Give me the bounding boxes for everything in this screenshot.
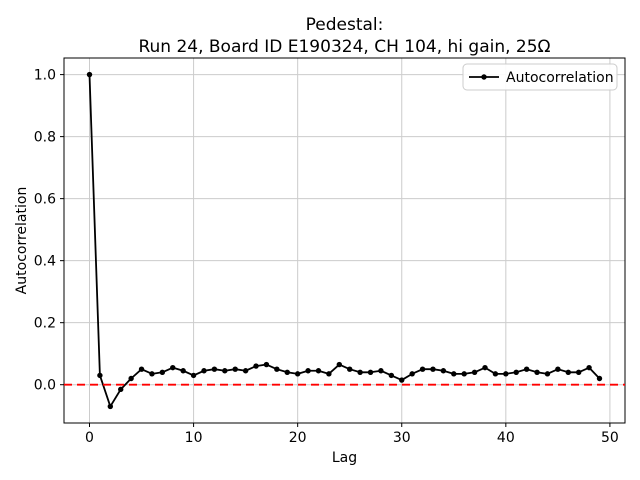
data-point [336,361,342,368]
legend-marker-sample [481,74,487,80]
data-point [596,375,603,382]
grid-lines [64,58,625,423]
plot-border [63,57,626,424]
data-point [575,369,582,375]
x-tick-label: 30 [393,430,411,446]
y-tick-label: 0.0 [34,378,56,394]
data-point [232,366,238,372]
data-point [586,364,592,371]
data-point [180,368,186,374]
y-tick-labels: 0.0 0.2 0.4 0.6 0.8 1.0 [34,68,56,394]
data-point [284,369,290,375]
y-tick-label: 1.0 [34,68,56,84]
data-point [107,403,114,410]
data-point [294,371,301,377]
y-tick-label: 0.6 [34,192,56,208]
data-point [399,377,405,383]
data-point [86,71,93,78]
data-point [513,369,519,375]
data-point [159,369,166,375]
data-point [419,366,426,372]
x-tick-label: 10 [185,430,203,446]
autocorrelation-series [86,71,603,410]
data-point [263,361,270,368]
autocorrelation-line [88,74,601,408]
data-point [274,366,280,372]
data-point [461,371,467,377]
x-tick-label: 20 [289,430,307,446]
y-tick-label: 0.2 [34,316,56,332]
y-tick-label: 0.8 [34,130,56,146]
x-tick-labels: 0 10 20 30 40 50 [85,430,619,446]
data-point [367,369,374,375]
data-point [555,366,561,372]
data-point [492,371,499,377]
y-tick-label: 0.4 [34,254,56,270]
data-point [118,386,124,393]
data-point [201,368,207,374]
data-point [222,368,228,374]
legend: Autocorrelation [462,63,618,91]
data-point [170,364,176,371]
data-point [503,371,509,377]
x-tick-label: 50 [601,430,619,446]
data-point [138,366,145,372]
x-tick-label: 40 [497,430,515,446]
data-point [544,371,551,377]
data-point [347,366,353,372]
data-point [305,368,311,374]
x-tick-label: 0 [85,430,94,446]
data-point [534,369,540,375]
data-point [451,371,457,377]
axis-tick-marks [60,74,611,427]
chart-title-line1: Pedestal: [306,15,384,35]
data-point [253,363,259,369]
chart-title-line2: Run 24, Board ID E190324, CH 104, hi gai… [138,37,550,57]
data-point [190,372,197,379]
data-point [242,368,249,374]
legend-label: Autocorrelation [506,70,614,86]
data-point [430,366,436,372]
data-point [471,369,478,375]
data-point [128,375,134,382]
x-axis-label: Lag [332,450,357,466]
data-point [315,368,322,374]
legend-box [462,63,618,91]
data-point [440,368,447,374]
data-point [326,371,332,377]
data-point [211,366,218,372]
data-point [97,372,103,379]
data-point [388,372,395,379]
data-point [357,369,363,375]
data-point [149,371,155,377]
data-point [523,366,530,372]
data-point [378,368,384,374]
data-point [409,371,415,377]
y-axis-label: Autocorrelation [14,187,30,295]
data-point [565,369,571,375]
data-point [482,364,488,371]
